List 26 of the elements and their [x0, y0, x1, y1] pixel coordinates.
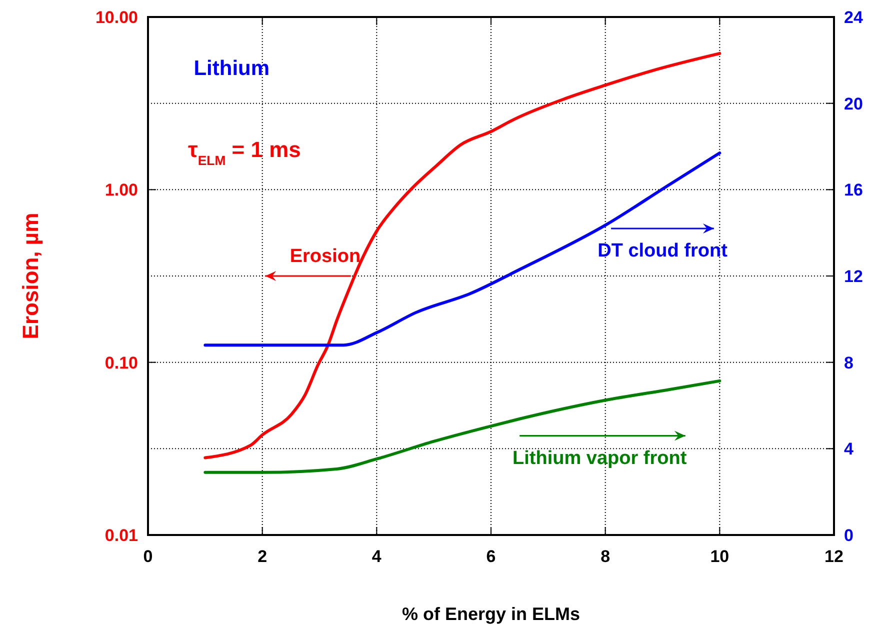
- x-tick-label: 6: [486, 547, 496, 566]
- legend-label: Lithium vapor front: [512, 448, 688, 469]
- y-tick-label: 10.00: [95, 8, 138, 27]
- annotation: τ$_{ELM}$ = 1 ms: [188, 137, 301, 168]
- annotation: Lithium: [194, 57, 270, 80]
- y-tick-label: 1.00: [104, 180, 138, 200]
- x-tick-label: 0: [143, 547, 153, 566]
- line-series: [204, 379, 722, 474]
- y2-tick-label: 16: [844, 180, 863, 200]
- x-tick-label: 10: [710, 547, 730, 566]
- series-label: Erosion: [290, 246, 361, 268]
- y2-tick-label: 8: [844, 353, 854, 372]
- x-tick-label: 12: [824, 547, 844, 566]
- y-axis-title: Erosion, µm: [18, 212, 43, 340]
- x-tick-label: 4: [372, 547, 382, 566]
- y-tick-label: 0.10: [104, 353, 138, 372]
- x-axis-title: % of Energy in ELMs: [402, 604, 580, 624]
- x-tick-label: 2: [258, 547, 268, 566]
- y2-tick-label: 0: [844, 526, 854, 545]
- y2-tick-label: 20: [844, 94, 863, 114]
- y2-tick-label: 12: [844, 266, 863, 286]
- y-tick-label: 0.01: [104, 526, 138, 545]
- y2-tick-label: 4: [844, 440, 854, 459]
- y2-tick-label: 24: [844, 8, 864, 27]
- x-tick-label: 8: [600, 547, 610, 566]
- legend-label: DT cloud front: [598, 240, 728, 262]
